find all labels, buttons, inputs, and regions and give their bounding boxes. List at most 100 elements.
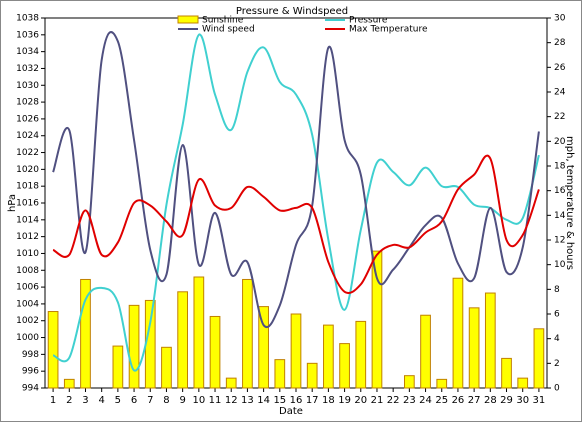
y2-tick-label: 14 bbox=[554, 211, 566, 221]
x-tick-label: 19 bbox=[338, 395, 351, 406]
y-tick-label: 1028 bbox=[16, 98, 39, 108]
y-axis-label: hPa bbox=[7, 194, 18, 212]
y2-tick-label: 2 bbox=[554, 359, 560, 369]
y2-tick-label: 4 bbox=[554, 334, 560, 344]
bar bbox=[225, 377, 237, 389]
y-tick-label: 1002 bbox=[16, 316, 39, 326]
y-tick-label: 1018 bbox=[16, 182, 39, 192]
bar bbox=[63, 378, 75, 389]
y2-tick-label: 24 bbox=[554, 88, 566, 98]
x-tick-label: 20 bbox=[354, 395, 367, 406]
x-tick-label: 4 bbox=[98, 395, 104, 406]
y2-tick-label: 0 bbox=[554, 384, 560, 394]
x-tick-label: 17 bbox=[306, 395, 319, 406]
y2-tick-label: 8 bbox=[554, 285, 560, 295]
y-tick-label: 1022 bbox=[16, 148, 39, 158]
x-tick-label: 25 bbox=[435, 395, 448, 406]
y-tick-label: 1026 bbox=[16, 114, 39, 124]
bar bbox=[420, 314, 431, 389]
bar bbox=[161, 346, 172, 389]
x-tick-label: 18 bbox=[322, 395, 335, 406]
x-tick-label: 26 bbox=[452, 395, 465, 406]
bar bbox=[323, 324, 334, 389]
y-tick-label: 1006 bbox=[16, 283, 39, 293]
bar bbox=[452, 277, 464, 389]
legend-label: Sunshine bbox=[202, 16, 244, 26]
x-tick-label: 12 bbox=[225, 395, 238, 406]
y-tick-label: 1038 bbox=[16, 14, 39, 24]
bar bbox=[436, 378, 448, 389]
y2-tick-label: 16 bbox=[554, 186, 566, 196]
chart-title: Pressure & Windspeed bbox=[236, 6, 348, 17]
y-tick-label: 1016 bbox=[16, 199, 39, 209]
x-tick-label: 24 bbox=[419, 395, 432, 406]
x-tick-label: 2 bbox=[66, 395, 72, 406]
line bbox=[52, 31, 540, 328]
bar bbox=[209, 315, 221, 389]
x-tick-label: 7 bbox=[147, 395, 153, 406]
x-axis-label: Date bbox=[279, 406, 303, 417]
bar bbox=[533, 328, 545, 389]
bar bbox=[290, 313, 302, 389]
legend-label: Pressure bbox=[349, 16, 388, 26]
bar bbox=[112, 345, 124, 389]
y-tick-label: 1030 bbox=[16, 81, 39, 91]
bar bbox=[80, 278, 91, 389]
y-tick-label: 1020 bbox=[16, 165, 39, 175]
y-tick-label: 1014 bbox=[16, 215, 39, 225]
x-tick-label: 16 bbox=[290, 395, 303, 406]
x-tick-label: 8 bbox=[163, 395, 169, 406]
x-tick-label: 13 bbox=[241, 395, 254, 406]
x-tick-label: 27 bbox=[468, 395, 481, 406]
bar bbox=[144, 299, 156, 389]
x-tick-label: 10 bbox=[192, 395, 205, 406]
y-tick-label: 1024 bbox=[16, 131, 39, 141]
legend-label: Max Temperature bbox=[349, 25, 428, 35]
y2-tick-label: 26 bbox=[554, 63, 566, 73]
y-tick-label: 996 bbox=[22, 367, 39, 377]
x-tick-label: 5 bbox=[115, 395, 121, 406]
bar bbox=[177, 291, 189, 389]
y2-tick-label: 20 bbox=[554, 137, 566, 147]
line bbox=[52, 154, 540, 295]
bar bbox=[339, 343, 350, 389]
bar bbox=[468, 307, 480, 389]
y-tick-label: 1004 bbox=[16, 299, 39, 309]
x-tick-label: 3 bbox=[82, 395, 88, 406]
y2-tick-label: 22 bbox=[554, 112, 565, 122]
x-tick-label: 14 bbox=[257, 395, 270, 406]
x-tick-label: 11 bbox=[209, 395, 222, 406]
x-tick-label: 9 bbox=[179, 395, 185, 406]
bar bbox=[258, 306, 269, 389]
bar bbox=[306, 362, 318, 389]
bar bbox=[501, 357, 512, 389]
bar bbox=[517, 377, 529, 389]
bar bbox=[242, 278, 253, 389]
y-tick-label: 1012 bbox=[16, 232, 39, 242]
x-tick-label: 22 bbox=[387, 395, 400, 406]
bar bbox=[371, 250, 383, 389]
bar bbox=[128, 304, 140, 389]
y-tick-label: 1010 bbox=[16, 249, 39, 259]
y2-tick-label: 6 bbox=[554, 310, 560, 320]
y-tick-label: 1036 bbox=[16, 30, 39, 40]
y-tick-label: 1008 bbox=[16, 266, 39, 276]
y2-tick-label: 28 bbox=[554, 38, 566, 48]
y-tick-label: 998 bbox=[22, 350, 39, 360]
y2-axis-label: mph, temperature & hours bbox=[564, 136, 575, 270]
y-tick-label: 1032 bbox=[16, 64, 39, 74]
y-tick-label: 994 bbox=[22, 384, 39, 394]
legend-swatch bbox=[177, 15, 199, 24]
x-tick-label: 31 bbox=[533, 395, 546, 406]
bar bbox=[274, 359, 286, 389]
x-tick-label: 15 bbox=[273, 395, 286, 406]
y2-tick-label: 10 bbox=[554, 260, 566, 270]
bar bbox=[355, 320, 367, 389]
bar bbox=[47, 311, 59, 389]
y2-tick-label: 30 bbox=[554, 14, 566, 24]
bar bbox=[403, 375, 415, 389]
x-tick-label: 21 bbox=[371, 395, 384, 406]
x-tick-label: 1 bbox=[50, 395, 56, 406]
x-tick-label: 28 bbox=[484, 395, 497, 406]
